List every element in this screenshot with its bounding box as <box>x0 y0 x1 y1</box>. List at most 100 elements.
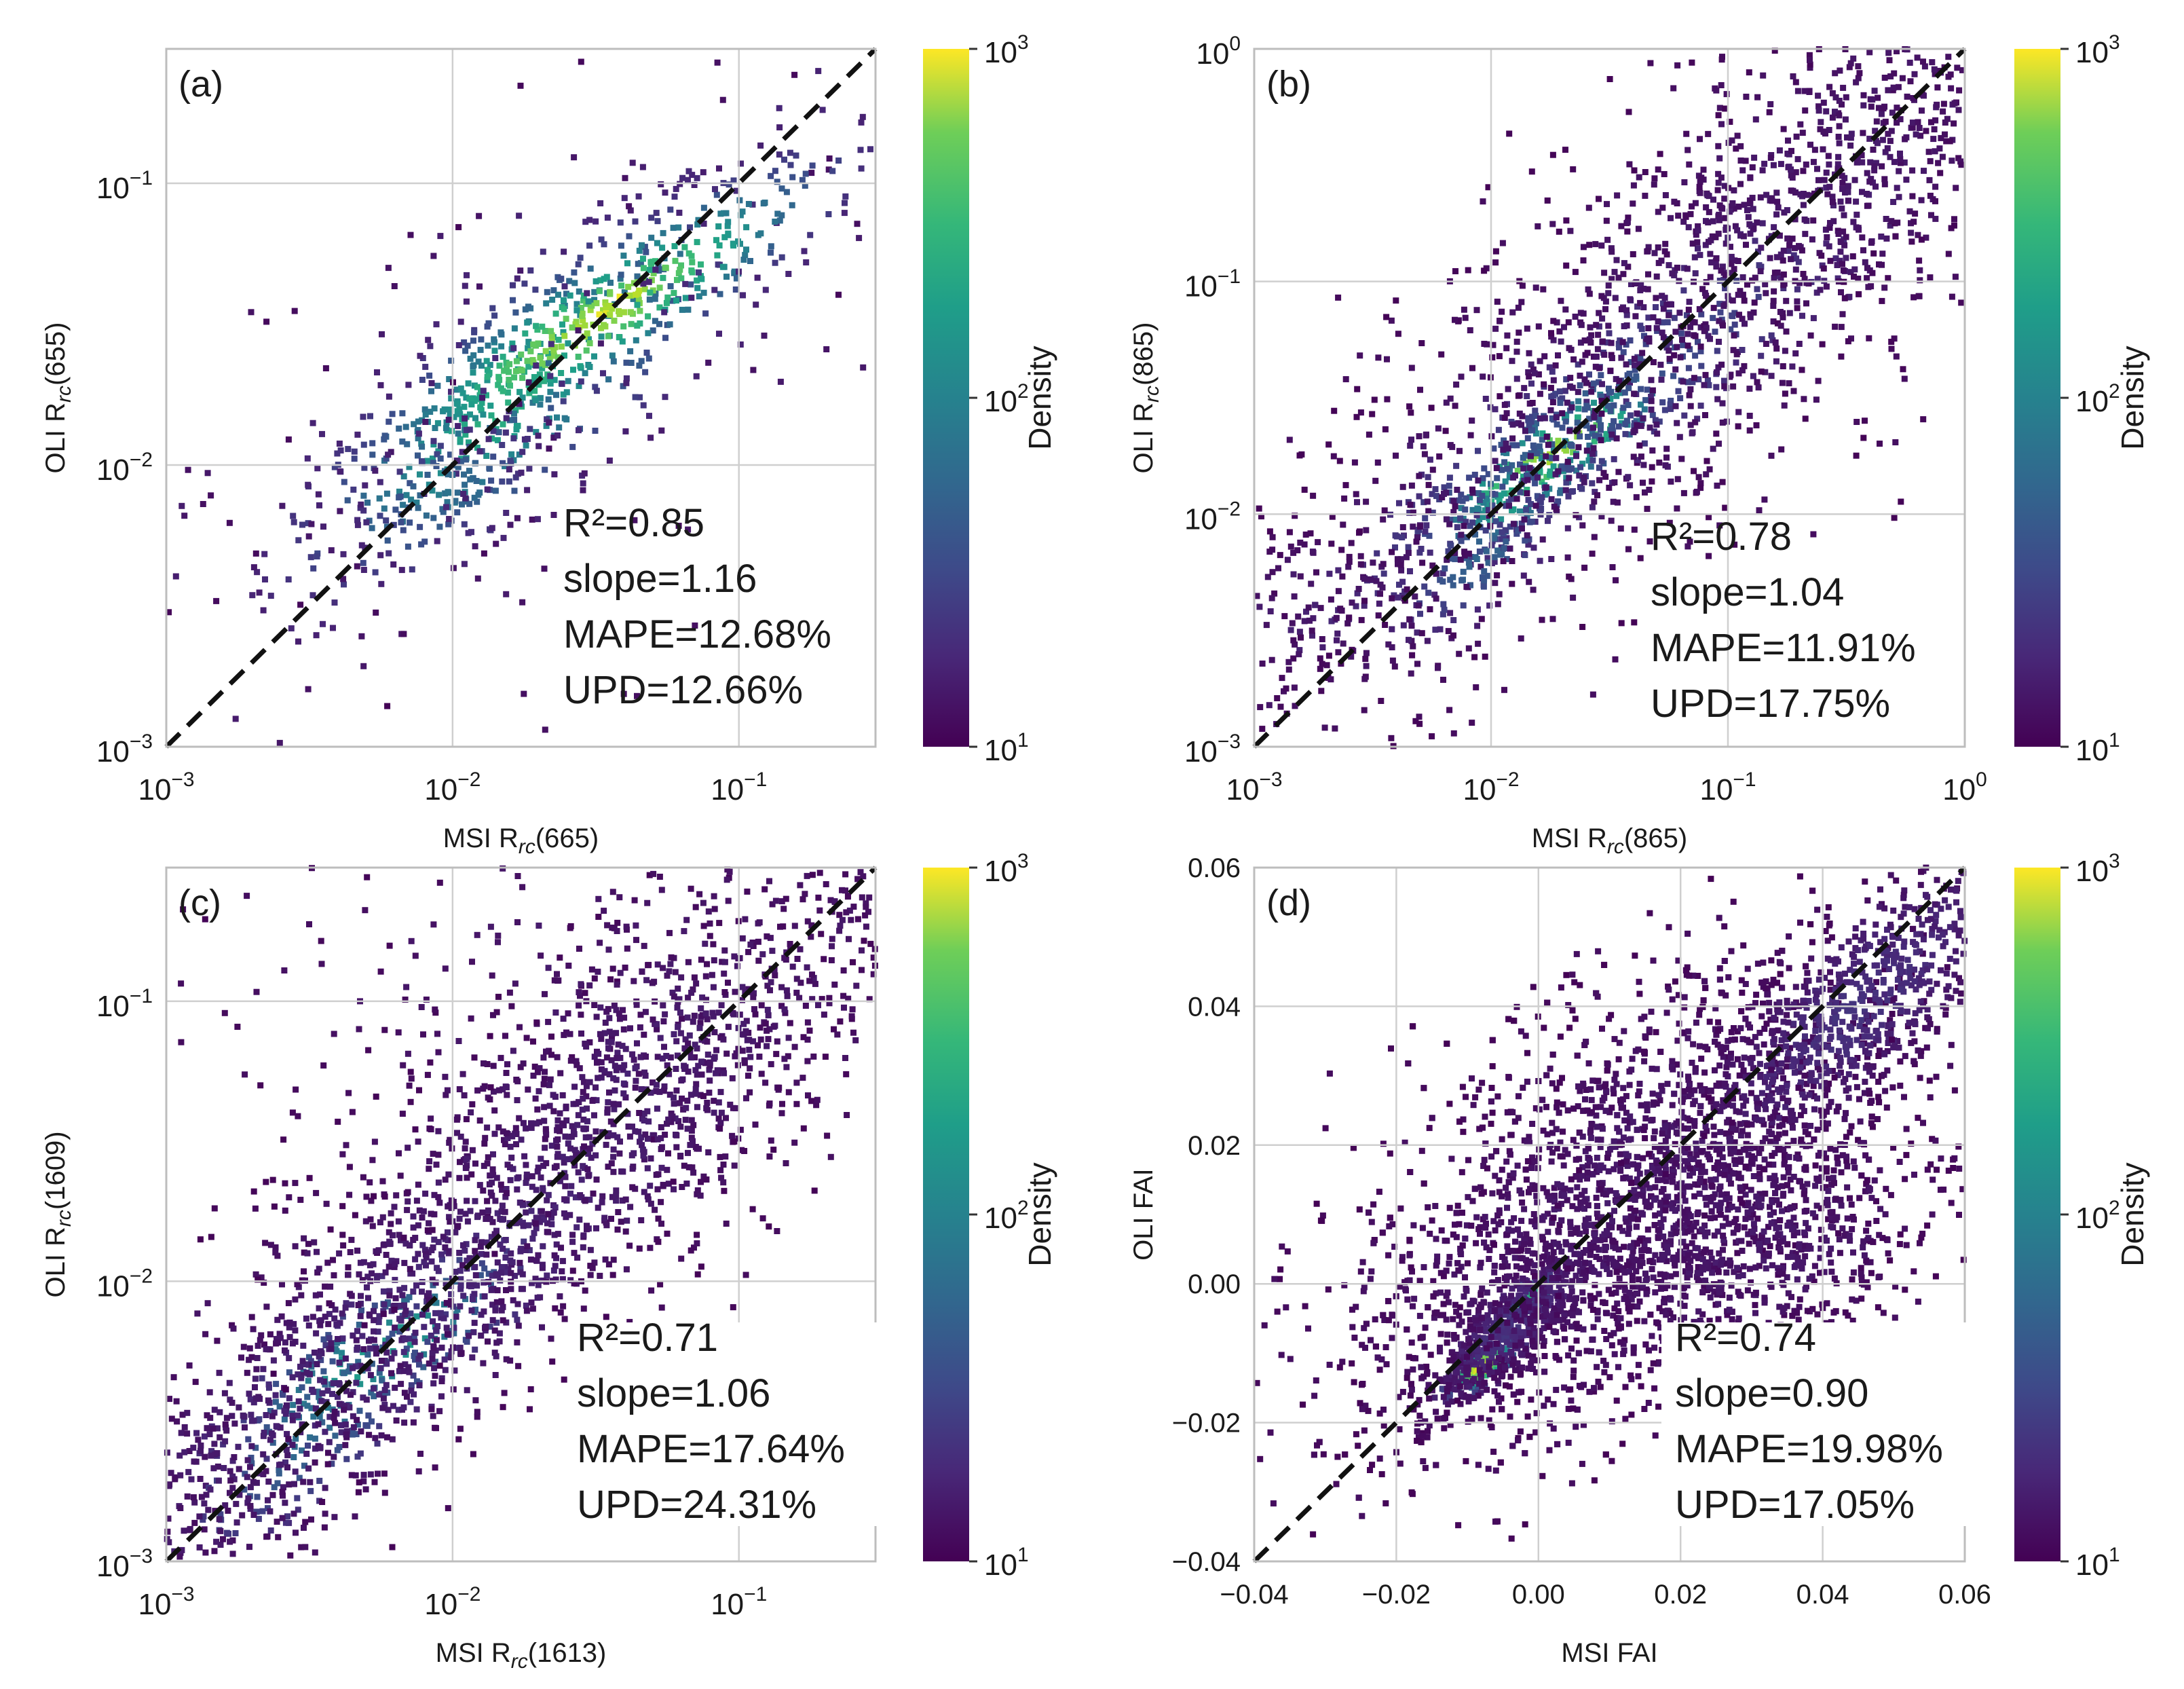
density-cell <box>563 291 569 297</box>
density-cell <box>673 185 679 192</box>
density-cell <box>1696 183 1703 190</box>
density-cell <box>1536 443 1543 450</box>
density-cell <box>1559 395 1566 402</box>
density-cell <box>506 377 512 383</box>
density-cell <box>419 443 426 450</box>
density-cell <box>1747 314 1754 320</box>
density-cell <box>1684 543 1691 550</box>
density-cell <box>1275 565 1281 572</box>
density-cell <box>388 1257 395 1264</box>
density-cell <box>537 354 544 361</box>
density-cell <box>1520 465 1527 472</box>
density-cell <box>267 1242 274 1248</box>
density-cell <box>761 332 768 339</box>
density-cell <box>248 1460 255 1467</box>
density-cell <box>487 1323 493 1330</box>
density-cell <box>430 441 437 448</box>
density-cell <box>1530 544 1537 551</box>
density-cell <box>694 1045 700 1052</box>
density-cell <box>415 1222 421 1229</box>
density-cell <box>608 1160 615 1167</box>
density-cell <box>1659 370 1665 377</box>
density-cell <box>516 401 523 407</box>
density-cell <box>350 1427 356 1434</box>
density-cell <box>1797 121 1804 128</box>
density-cell <box>527 348 534 354</box>
density-cell <box>561 1210 567 1217</box>
density-cell <box>524 436 531 442</box>
density-cell <box>688 1128 695 1134</box>
density-cell <box>1821 177 1828 183</box>
density-cell <box>410 1213 417 1220</box>
density-cell <box>1909 167 1916 174</box>
density-cell <box>396 1150 402 1157</box>
density-cell <box>580 1232 587 1239</box>
density-cell <box>431 1211 438 1218</box>
density-cell <box>586 1196 593 1203</box>
density-cell <box>1631 526 1638 533</box>
density-cell <box>573 1224 580 1231</box>
density-cell <box>493 540 500 547</box>
density-cell <box>197 1442 204 1449</box>
density-cell <box>634 301 641 308</box>
density-cell <box>569 1238 576 1245</box>
density-cell <box>303 1369 310 1376</box>
density-cell <box>649 1079 656 1086</box>
density-cell <box>310 565 317 572</box>
density-cell <box>1581 564 1588 571</box>
density-cell <box>418 541 425 548</box>
density-cell <box>1604 201 1610 208</box>
density-cell <box>295 1387 302 1393</box>
density-cell <box>802 1003 809 1009</box>
density-cell <box>294 1495 301 1502</box>
density-cell <box>395 1407 402 1413</box>
density-cell <box>429 1276 436 1283</box>
density-cell <box>717 210 724 217</box>
density-cell <box>1713 384 1720 390</box>
density-cell <box>502 1255 509 1261</box>
density-cell <box>519 1271 526 1278</box>
density-cell <box>637 260 644 267</box>
density-cell <box>604 1109 611 1116</box>
density-cell <box>548 332 555 339</box>
density-cell <box>437 1310 444 1316</box>
density-cell <box>609 352 616 359</box>
density-cell <box>677 1124 684 1130</box>
density-cell <box>553 392 559 398</box>
density-cell <box>511 417 518 423</box>
density-cell <box>466 395 473 402</box>
density-cell <box>255 1515 262 1522</box>
density-cell <box>1662 192 1669 198</box>
density-cell <box>616 1016 623 1022</box>
density-cell <box>1667 401 1674 408</box>
density-cell <box>842 887 848 894</box>
density-cell <box>1715 170 1722 177</box>
density-cell <box>447 451 453 458</box>
density-cell <box>645 278 652 285</box>
density-cell <box>774 179 780 185</box>
density-cell <box>206 1389 213 1396</box>
density-cell <box>538 1155 544 1162</box>
density-cell <box>1871 167 1878 174</box>
density-cell <box>618 242 624 249</box>
density-cell <box>502 429 509 436</box>
density-cell <box>430 1151 436 1157</box>
y-tick-label: 10−2 <box>1184 498 1241 536</box>
density-cell <box>642 369 649 375</box>
density-cell <box>1739 274 1746 280</box>
colorbar-label: Density <box>2115 346 2150 449</box>
density-cell <box>1713 263 1720 270</box>
density-cell <box>1581 479 1587 485</box>
density-cell <box>1695 474 1702 481</box>
density-cell <box>1599 315 1606 322</box>
density-cell <box>1416 493 1423 500</box>
density-cell <box>1853 419 1860 425</box>
density-cell <box>617 275 624 282</box>
density-cell <box>1566 383 1573 390</box>
density-cell <box>526 465 533 472</box>
density-cell <box>1655 166 1661 173</box>
density-cell <box>396 488 402 495</box>
density-cell <box>1880 105 1887 112</box>
